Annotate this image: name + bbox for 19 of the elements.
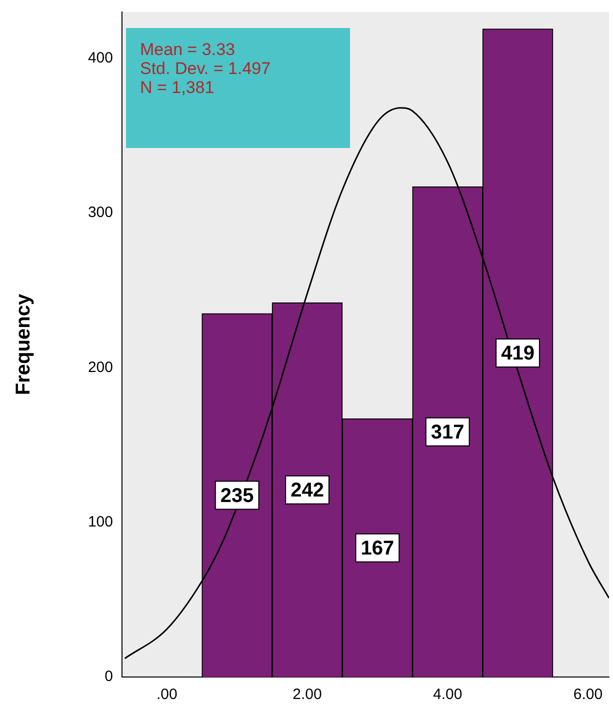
y-tick-label: 300 bbox=[88, 204, 113, 222]
data-label: 167 bbox=[360, 537, 394, 560]
annotation: Std. Dev. = 1.497 bbox=[140, 59, 272, 78]
y-tick-label: 0 bbox=[104, 668, 113, 686]
x-tick-label: 6.00 bbox=[573, 686, 603, 704]
data-label: 235 bbox=[220, 484, 254, 507]
x-tick-label: 4.00 bbox=[433, 686, 462, 704]
data-label: 317 bbox=[430, 421, 464, 444]
y-axis-title: Frequency bbox=[12, 293, 35, 396]
x-tick-label: 2.00 bbox=[292, 686, 322, 704]
x-tick-label: .00 bbox=[156, 686, 178, 704]
annotation: N = 1,381 bbox=[140, 78, 216, 97]
data-label: 242 bbox=[290, 479, 324, 502]
annotation: Mean = 3.33 bbox=[140, 40, 236, 59]
y-tick-label: 200 bbox=[88, 358, 113, 376]
y-tick-label: 400 bbox=[88, 50, 113, 67]
data-label: 419 bbox=[501, 342, 534, 365]
stats-box: Mean = 3.33 Std. Dev. = 1.497 N = 1,381 bbox=[126, 28, 350, 148]
y-tick-label: 100 bbox=[88, 513, 113, 530]
